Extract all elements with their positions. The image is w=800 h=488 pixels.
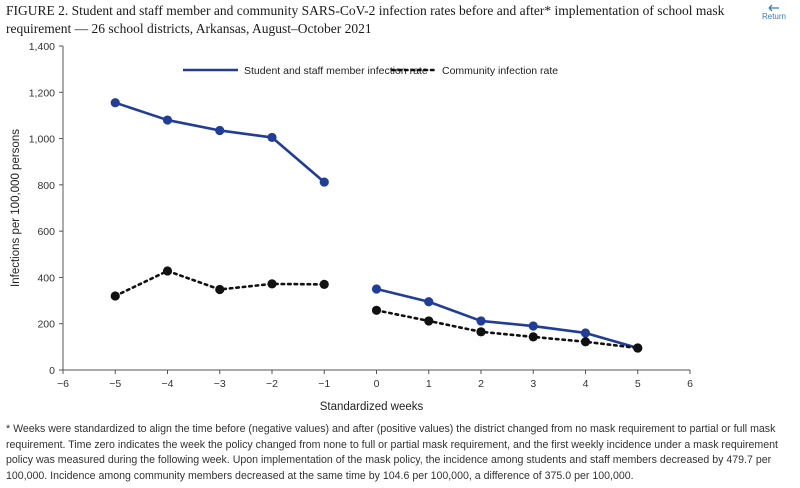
- series-0-point: [319, 177, 329, 187]
- series-0-point: [267, 132, 277, 143]
- x-tick-label: 3: [530, 378, 536, 390]
- y-axis-label: Infections per 100,000 persons: [10, 129, 22, 287]
- series-0-point: [215, 125, 225, 136]
- y-tick-label: 1,400: [29, 41, 55, 53]
- series-1-point: [162, 266, 173, 276]
- line-chart: 0 200 400 600 800 1,000 1,200 1,400 −6 −5 −4 −3 −2 −1…: [10, 41, 693, 413]
- x-tick-label: −2: [266, 378, 278, 390]
- x-tick-label: −5: [109, 378, 121, 390]
- x-axis-label: Standardized weeks: [320, 401, 424, 413]
- return-arrow-icon: [767, 4, 781, 12]
- y-tick-label: 0: [49, 365, 55, 377]
- series-1-point: [110, 291, 120, 301]
- series-1-point: [476, 327, 486, 337]
- x-tick-label: 2: [478, 378, 484, 390]
- legend-label-1: Community infection rate: [442, 65, 558, 77]
- series-0-point: [476, 316, 486, 326]
- y-tick-label: 1,000: [29, 134, 55, 146]
- y-tick-label: 800: [37, 180, 55, 192]
- x-tick-label: 6: [687, 378, 693, 390]
- return-link[interactable]: Return: [762, 4, 786, 21]
- x-tick-label: −3: [214, 378, 226, 390]
- x-tick-label: −6: [57, 378, 69, 390]
- return-label: Return: [761, 12, 786, 21]
- series-0-line-segment-1: [376, 287, 639, 350]
- series-0-point: [110, 98, 120, 108]
- x-tick-label: 4: [583, 378, 589, 390]
- series-0-point: [580, 328, 591, 338]
- x-tick-label: −4: [162, 378, 174, 390]
- series-0-line-segment-0: [114, 101, 326, 184]
- y-tick-label: 1,200: [29, 87, 55, 99]
- figure-footnote: * Weeks were standardized to align the t…: [6, 423, 778, 482]
- series-1-point: [267, 279, 277, 289]
- series-1-line-segment-1: [375, 308, 640, 350]
- figure-title: FIGURE 2. Student and staff member and c…: [6, 3, 725, 36]
- series-1-point: [528, 332, 538, 342]
- x-tick-label: −1: [318, 378, 330, 390]
- legend-label-0: Student and staff member infection rate: [244, 65, 428, 77]
- series-0-point: [371, 284, 382, 294]
- series-1-point: [424, 316, 434, 326]
- y-tick-label: 600: [37, 226, 55, 238]
- series-0-point: [528, 321, 538, 331]
- series-1-point: [580, 337, 591, 347]
- series-0-point: [424, 297, 434, 307]
- series-1-point: [319, 279, 329, 289]
- y-tick-label: 400: [37, 272, 55, 284]
- y-tick-label: 200: [37, 319, 55, 331]
- x-tick-label: 5: [635, 378, 641, 390]
- x-tick-label: 1: [426, 378, 432, 390]
- series-1-point: [215, 284, 225, 295]
- series-0-point: [162, 115, 173, 125]
- x-tick-label: 0: [374, 378, 380, 390]
- series-1-point: [371, 305, 382, 315]
- series-1-point: [633, 343, 643, 353]
